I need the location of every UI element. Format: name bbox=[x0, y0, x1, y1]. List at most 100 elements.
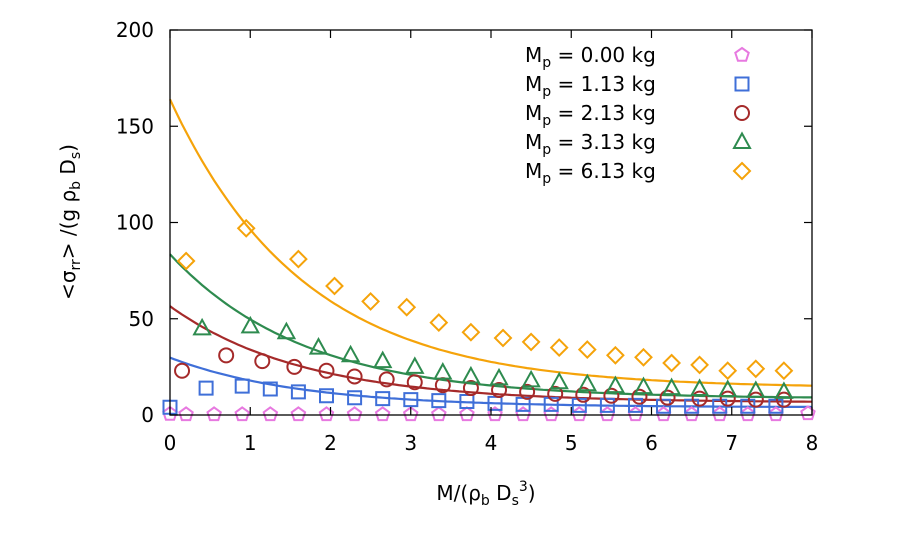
data-point bbox=[549, 338, 569, 358]
data-point bbox=[521, 332, 541, 352]
fit-line bbox=[169, 98, 813, 387]
legend-label: Mp = 3.13 kg bbox=[525, 130, 656, 158]
data-point bbox=[286, 358, 303, 375]
data-point bbox=[174, 362, 191, 379]
data-point bbox=[746, 380, 766, 398]
x-tick-label: 5 bbox=[565, 431, 578, 455]
y-tick-label: 100 bbox=[116, 211, 154, 235]
data-point bbox=[491, 381, 508, 398]
data-point bbox=[406, 374, 423, 391]
data-point bbox=[405, 356, 425, 374]
data-point bbox=[774, 381, 794, 399]
data-point bbox=[633, 376, 654, 395]
data-point bbox=[656, 398, 671, 414]
data-point bbox=[176, 251, 196, 271]
data-point bbox=[689, 378, 710, 396]
data-point bbox=[719, 390, 736, 407]
data-point bbox=[234, 378, 250, 394]
data-point bbox=[489, 367, 509, 386]
y-tick-label: 0 bbox=[141, 403, 154, 427]
data-point bbox=[346, 406, 363, 422]
data-point bbox=[373, 350, 393, 369]
data-point bbox=[308, 337, 329, 355]
data-point bbox=[628, 397, 643, 413]
data-point bbox=[198, 380, 214, 396]
legend-label: Mp = 1.13 kg bbox=[525, 72, 656, 100]
legend-marker bbox=[732, 161, 752, 181]
data-point bbox=[605, 345, 625, 365]
data-point bbox=[462, 380, 479, 397]
data-point bbox=[240, 315, 260, 334]
data-point bbox=[543, 396, 559, 412]
data-point bbox=[276, 321, 297, 340]
data-point bbox=[599, 406, 616, 422]
fit-line bbox=[169, 253, 812, 399]
data-point bbox=[627, 406, 644, 422]
data-point bbox=[740, 398, 756, 414]
data-point bbox=[631, 388, 648, 405]
y-tick-label: 150 bbox=[116, 114, 154, 138]
y-tick-label: 200 bbox=[116, 18, 154, 42]
data-point bbox=[206, 406, 222, 422]
data-point bbox=[662, 353, 682, 373]
data-point bbox=[712, 398, 728, 414]
data-point bbox=[800, 405, 816, 421]
x-tick-label: 7 bbox=[725, 431, 738, 455]
data-point bbox=[162, 399, 178, 415]
data-point bbox=[433, 362, 453, 380]
data-point bbox=[549, 371, 569, 390]
data-point bbox=[659, 389, 676, 406]
x-tick-label: 1 bbox=[244, 431, 257, 455]
data-point bbox=[346, 368, 363, 385]
data-point bbox=[318, 406, 335, 422]
data-point bbox=[521, 369, 541, 388]
data-point bbox=[461, 322, 481, 342]
data-point bbox=[431, 393, 447, 409]
data-point bbox=[718, 361, 738, 381]
legend-label: Mp = 0.00 kg bbox=[525, 43, 656, 71]
x-tick-label: 6 bbox=[645, 431, 658, 455]
data-point bbox=[461, 365, 481, 384]
legend-marker bbox=[734, 76, 750, 92]
data-point bbox=[254, 353, 271, 370]
data-point bbox=[325, 276, 344, 296]
data-markers bbox=[162, 218, 816, 422]
data-point bbox=[774, 361, 794, 381]
legend-marker bbox=[734, 105, 750, 121]
data-point bbox=[684, 398, 700, 414]
x-tick-label: 3 bbox=[404, 431, 417, 455]
data-point bbox=[690, 355, 710, 375]
data-point bbox=[290, 406, 307, 422]
data-point bbox=[178, 406, 194, 422]
data-point bbox=[599, 397, 615, 413]
data-point bbox=[746, 359, 766, 379]
x-tick-label: 2 bbox=[324, 431, 337, 455]
data-point bbox=[577, 373, 597, 392]
legend-marker bbox=[734, 46, 750, 62]
x-tick-label: 0 bbox=[164, 431, 177, 455]
plot-frame bbox=[169, 29, 813, 416]
x-tick-label: 8 bbox=[806, 431, 819, 455]
data-point bbox=[319, 388, 334, 404]
data-point bbox=[262, 406, 279, 422]
data-point bbox=[718, 379, 738, 397]
data-point bbox=[571, 397, 587, 413]
data-point bbox=[340, 344, 361, 363]
data-point bbox=[487, 406, 503, 422]
fit-lines bbox=[169, 98, 813, 409]
y-axis-label: <σrr> /(g ρb Ds) bbox=[56, 144, 84, 300]
data-point bbox=[691, 390, 708, 407]
x-axis-label: M/(ρb Ds3) bbox=[436, 479, 535, 509]
data-point bbox=[661, 377, 682, 396]
data-point bbox=[402, 406, 419, 422]
data-point bbox=[775, 391, 792, 408]
data-point bbox=[236, 218, 256, 238]
data-point bbox=[347, 390, 363, 406]
data-point bbox=[543, 406, 559, 422]
fit-line bbox=[169, 305, 812, 403]
data-point bbox=[234, 406, 251, 422]
data-point bbox=[459, 406, 475, 422]
data-point bbox=[318, 362, 335, 379]
axis-ticks: 0 1 2 3 4 5 6 7 8 0 50 100 150 200 bbox=[116, 18, 819, 455]
data-point bbox=[403, 392, 419, 408]
